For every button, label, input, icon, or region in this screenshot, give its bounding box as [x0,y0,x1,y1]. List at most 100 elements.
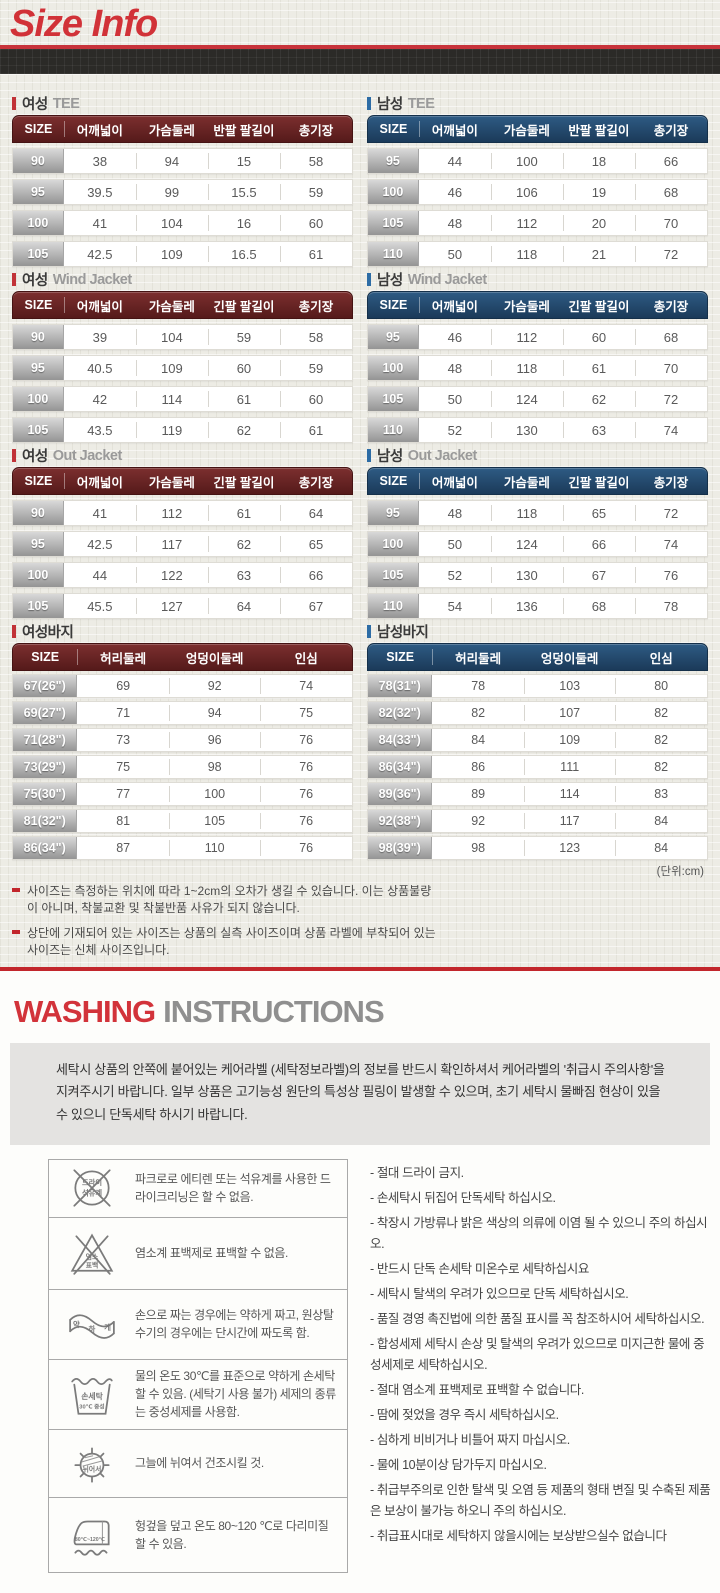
table-row: 67(26") 69 92 74 [12,674,353,698]
warning-item: - 땀에 젖었을 경우 즉시 세탁하십시오. [370,1407,559,1422]
section-gender: 여성 [22,449,48,465]
value-cell: 118 [490,356,563,380]
table-row: 110 50 118 21 72 [367,241,708,267]
header-cell: 총기장 [298,123,334,138]
table-row: 86(34") 86 111 82 [367,755,708,779]
value-cell: 94 [135,149,208,173]
value-cell: 130 [490,563,563,587]
section-title: 남성바지 [367,623,708,641]
value-cell: 117 [135,532,208,556]
value-cell: 76 [260,756,352,778]
table-row: 95 39.5 99 15.5 59 [12,179,353,205]
value-cell: 111 [523,756,616,778]
value-cell: 76 [260,837,352,859]
header-cell: 어깨넓이 [418,116,491,142]
no-dry-clean-icon: 드라이 석유계 [49,1163,135,1213]
warning-item: - 손세탁시 뒤집어 단독세탁 하십시오. [370,1190,556,1205]
care-text: 그늘에 뉘여서 건조시킬 것. [135,1456,264,1471]
size-cell: 71(28") [13,729,78,751]
size-table: SIZE 어깨넓이 가슴둘레 긴팔 팔길이 총기장 95 46 112 60 68 100 48 118… [367,291,708,443]
value-cell: 63 [562,418,635,442]
warning-item: - 심하게 비비거나 비틀어 짜지 마십시오. [370,1432,570,1447]
header-cell: 가슴둘레 [503,299,550,314]
header-cell: 총기장 [653,475,689,490]
value-cell: 59 [207,325,280,349]
value-cell: 61 [279,242,352,266]
value-cell: 39.5 [87,184,113,200]
header-cell: 긴팔 팔길이 [568,299,630,314]
header-cell: 엉덩이둘레 [540,651,599,666]
size-cell: 105 [13,594,64,618]
value-cell: 42.5 [87,246,113,262]
section-title: 여성 Out Jacket [12,447,353,465]
value-cell: 67 [279,594,352,618]
header-cell: SIZE [379,122,408,136]
table-row: 86(34") 87 110 76 [12,836,353,860]
value-cell: 50 [447,246,463,262]
header-cell: SIZE [31,650,60,664]
value-cell: 50 [447,536,463,552]
accent-bar [12,273,16,286]
table-row: 73(29") 75 98 76 [12,755,353,779]
table-row: 89(36") 89 114 83 [367,782,708,806]
header-cell: 가슴둘레 [148,475,195,490]
value-cell: 96 [168,729,261,751]
svg-text:80℃~120℃: 80℃~120℃ [75,1537,105,1543]
value-cell: 78 [471,679,486,693]
table-row: 100 50 124 66 74 [367,531,708,557]
header-cell: 긴팔 팔길이 [213,299,275,314]
care-row: 염소 표백 염소계 표백제로 표백할 수 없음. [49,1218,347,1290]
size-cell: 100 [13,387,64,411]
accent-bar [12,97,16,110]
value-cell: 83 [615,783,707,805]
table-row: 95 42.5 117 62 65 [12,531,353,557]
value-cell: 77 [116,787,131,801]
warning-item: - 물에 10분이상 담가두지 마십시오. [370,1457,547,1472]
value-cell: 100 [168,783,261,805]
header-cell: 긴팔 팔길이 [213,475,275,490]
section-title: 여성바지 [12,623,353,641]
value-cell: 70 [634,356,707,380]
value-cell: 62 [207,418,280,442]
value-cell: 63 [207,563,280,587]
value-cell: 84 [615,810,707,832]
header-cell: 어깨넓이 [418,468,491,494]
header-cell: 가슴둘레 [503,123,550,138]
section-category: Out Jacket [52,447,123,464]
size-cell: 86(34") [368,756,433,778]
section-gender: 여성 [22,97,48,113]
header-cell: 인심 [294,651,318,666]
size-cell: 89(36") [368,783,433,805]
table-row: 92(38") 92 117 84 [367,809,708,833]
care-row: 손세탁 30℃ 중성 물의 온도 30℃를 표준으로 약하게 손세탁 할 수 있음… [49,1360,347,1430]
size-cell: 98(39") [368,837,433,859]
value-cell: 38 [92,153,108,169]
value-cell: 82 [615,756,707,778]
size-cell: 90 [13,501,64,525]
section-title: 여성 TEE [12,95,353,113]
care-symbols-table: 드라이 석유계 파크로로 에티렌 또는 석유계를 사용한 드라이크리닝은 할 수… [48,1158,348,1573]
size-cell: 110 [368,418,419,442]
value-cell: 19 [562,180,635,204]
value-cell: 99 [135,180,208,204]
table-row: 78(31") 78 103 80 [367,674,708,698]
header-cell: SIZE [386,650,415,664]
value-cell: 92 [471,814,486,828]
accent-bar [367,97,371,110]
size-table-women: 여성 Out Jacket SIZE 어깨넓이 가슴둘레 긴팔 팔길이 총기장 90 41 112… [12,447,353,619]
size-info-section: Size Info 여성 TEE SIZE 어깨넓이 가슴둘레 반팔 팔길이 총기장 90 38… [0,0,720,971]
value-cell: 104 [135,325,208,349]
dark-texture-band [0,49,720,74]
value-cell: 21 [562,242,635,266]
value-cell: 74 [260,675,352,697]
washing-heading: WASHING INSTRUCTIONS [0,971,720,1029]
header-cell: 반팔 팔길이 [213,123,275,138]
size-table-women: 여성 Wind Jacket SIZE 어깨넓이 가슴둘레 긴팔 팔길이 총기장 90 39 10… [12,271,353,443]
value-cell: 42.5 [87,536,113,552]
value-cell: 119 [135,418,208,442]
value-cell: 136 [490,594,563,618]
washing-intro-box: 세탁시 상품의 안쪽에 붙어있는 케어라벨 (세탁정보라벨)의 정보를 반드시 … [10,1042,710,1145]
svg-text:약: 약 [73,1321,80,1330]
size-cell: 81(32") [13,810,78,832]
size-cell: 95 [368,325,419,349]
